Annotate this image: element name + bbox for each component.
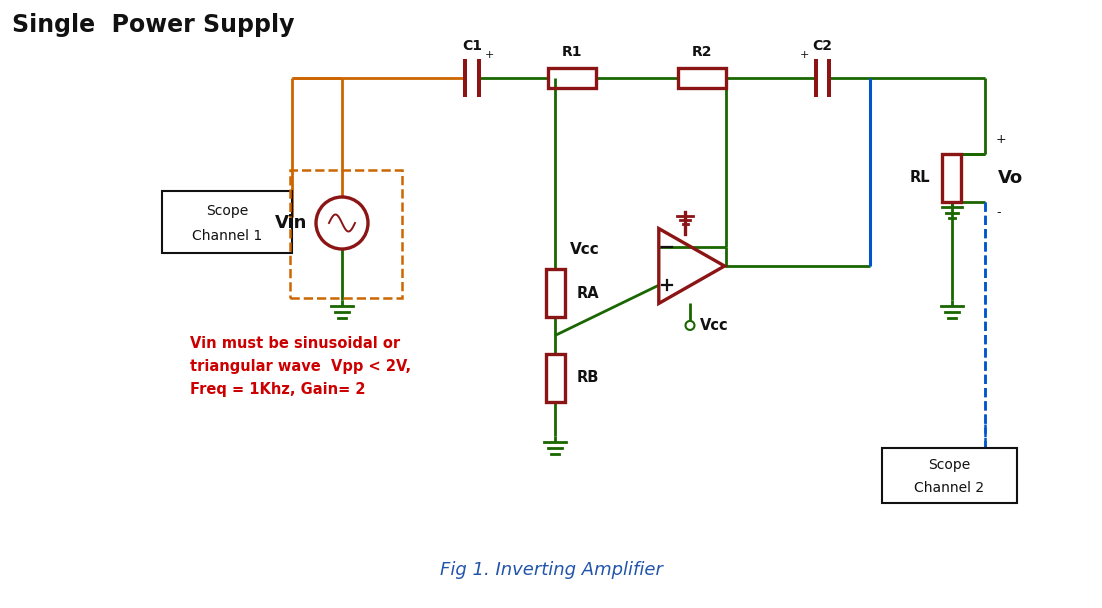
Text: +: +	[485, 50, 494, 60]
Bar	[545, 269, 564, 317]
Text: Vcc: Vcc	[700, 318, 728, 333]
Text: RA: RA	[576, 286, 599, 300]
Text: Scope: Scope	[206, 204, 248, 218]
Text: Single  Power Supply: Single Power Supply	[12, 13, 294, 37]
Text: Vo: Vo	[998, 169, 1023, 187]
Bar	[942, 154, 962, 202]
Text: R2: R2	[692, 46, 712, 60]
Text: Vin: Vin	[274, 214, 307, 232]
Text: RL: RL	[910, 170, 930, 185]
FancyBboxPatch shape	[162, 191, 292, 253]
FancyBboxPatch shape	[882, 448, 1017, 503]
Bar	[545, 354, 564, 402]
Text: R1: R1	[562, 46, 582, 60]
Text: Vcc: Vcc	[570, 241, 599, 257]
Text: Fig 1. Inverting Amplifier: Fig 1. Inverting Amplifier	[440, 561, 662, 579]
Text: -: -	[996, 206, 1001, 219]
Text: RB: RB	[576, 370, 598, 385]
Text: C2: C2	[812, 39, 832, 53]
Text: +: +	[996, 133, 1006, 146]
Bar	[548, 69, 596, 88]
Bar	[290, 170, 402, 298]
Text: C1: C1	[462, 39, 482, 53]
Text: Channel 2: Channel 2	[915, 480, 984, 494]
Bar	[678, 69, 726, 88]
Text: Channel 1: Channel 1	[192, 229, 262, 243]
Text: Vin must be sinusoidal or
triangular wave  Vpp < 2V,
Freq = 1Khz, Gain= 2: Vin must be sinusoidal or triangular wav…	[190, 336, 411, 396]
Text: Scope: Scope	[928, 457, 971, 471]
Text: +: +	[800, 50, 810, 60]
